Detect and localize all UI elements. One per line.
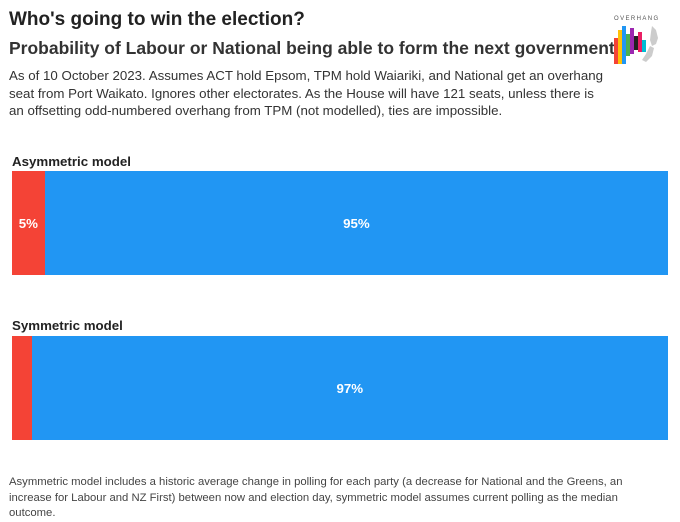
symmetric-model-bar: 97%: [12, 336, 668, 440]
asymmetric-model-label: Asymmetric model: [12, 154, 131, 169]
bar-value-label: 97%: [336, 380, 364, 396]
bar-segment-labour: [12, 171, 45, 275]
asymmetric-model-bar: 5% 95%: [12, 171, 668, 275]
symmetric-model-label: Symmetric model: [12, 318, 123, 333]
overhang-logo-icon: OVERHANG: [614, 16, 660, 64]
bar-segment-national: [44, 171, 668, 275]
bar-value-label: 95%: [343, 215, 370, 231]
bar-value-label: 5%: [18, 215, 38, 231]
chart-footnote: Asymmetric model includes a historic ave…: [9, 476, 623, 519]
chart-title: Who's going to win the election?: [9, 9, 305, 30]
chart-subtitle: Probability of Labour or National being …: [9, 38, 615, 58]
chart-note: As of 10 October 2023. Assumes ACT hold …: [9, 68, 604, 118]
bar-segment-labour: [12, 336, 32, 440]
bar-segment-national: [31, 336, 668, 440]
logo-text: OVERHANG: [614, 16, 660, 22]
